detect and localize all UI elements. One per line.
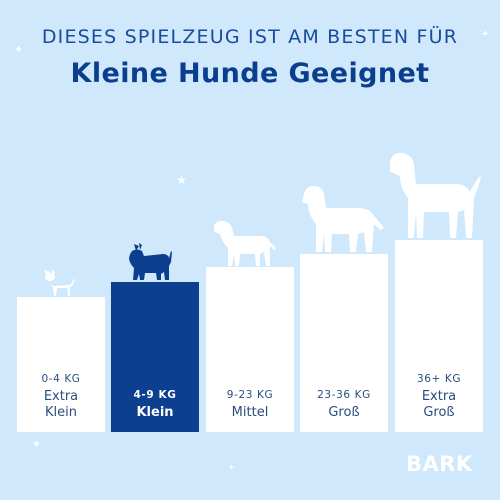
size-label: Klein: [136, 405, 174, 420]
size-label: Groß: [328, 405, 360, 420]
page-subtitle: DIESES SPIELZEUG IST AM BESTEN FÜR: [41, 26, 459, 48]
weight-label: 4-9 KG: [133, 389, 177, 401]
weight-label: 0-4 KG: [41, 373, 81, 385]
size-bar-small-selected: 4-9 KG Klein: [111, 282, 199, 432]
star-icon: ★: [32, 439, 41, 450]
star-icon: ✦: [228, 463, 235, 472]
weight-label: 23-36 KG: [317, 389, 371, 401]
page-title: Kleine Hunde Geeignet: [70, 58, 430, 89]
medium-dog-icon: [214, 220, 276, 266]
bark-logo: BARK: [406, 452, 473, 476]
star-icon: ✦: [14, 43, 24, 56]
size-label: Extra Klein: [43, 389, 79, 420]
large-dog-icon: [302, 186, 384, 252]
size-bar-large: 23-36 KG Groß: [300, 254, 388, 432]
size-label: Extra Groß: [421, 389, 457, 420]
size-bar-extra-large: 36+ KG Extra Groß: [395, 240, 483, 432]
extra-large-dog-icon: [390, 152, 481, 238]
size-bar-medium: 9-23 KG Mittel: [206, 267, 294, 432]
weight-label: 9-23 KG: [226, 389, 274, 401]
size-bar-extra-small: 0-4 KG Extra Klein: [17, 297, 105, 432]
size-label: Mittel: [231, 405, 269, 420]
star-icon: ★: [176, 173, 187, 187]
chihuahua-icon: [44, 269, 75, 296]
scottish-terrier-icon: [129, 243, 172, 280]
weight-label: 36+ KG: [416, 373, 462, 385]
star-icon: ✦: [481, 29, 490, 40]
